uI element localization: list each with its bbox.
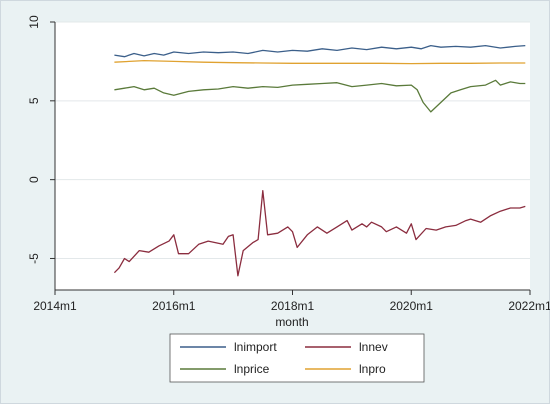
series-line-lnimport (114, 44, 526, 58)
legend-entry-lnimport: lnimport (180, 340, 277, 354)
y-tick-label-3: 10 (27, 15, 41, 29)
x-tick-label-4: 2022m1 (508, 299, 550, 313)
plot-area (55, 22, 530, 290)
series-lines (113, 44, 526, 277)
x-tick-label-2: 2018m1 (271, 299, 315, 313)
axes: -5 0 5 10 2014m1 2016m1 2018m1 2020m1 2022m1 (27, 15, 550, 313)
legend-label-lnnev: lnnev (359, 340, 388, 354)
gridlines (55, 21, 530, 259)
legend-label-lnprice: lnprice (234, 362, 270, 376)
y-tick-label-1: 0 (27, 176, 41, 183)
legend-label-lnimport: lnimport (234, 340, 277, 354)
legend-entry-lnprice: lnprice (180, 362, 270, 376)
series-line-lnnev (113, 190, 526, 277)
x-tick-label-0: 2014m1 (33, 299, 77, 313)
y-tick-label-2: 5 (27, 97, 41, 104)
series-line-lnprice (114, 79, 526, 113)
legend-box (169, 333, 425, 383)
legend-entry-lnpro: lnpro (305, 362, 386, 376)
x-axis-title: month (275, 315, 308, 329)
legend: lnimport lnnev lnprice lnpro (169, 333, 425, 383)
x-tick-label-3: 2020m1 (390, 299, 434, 313)
series-line-lnpro (114, 59, 526, 65)
legend-entry-lnnev: lnnev (305, 340, 388, 354)
y-tick-label-0: -5 (27, 253, 41, 264)
legend-label-lnpro: lnpro (359, 362, 386, 376)
x-tick-label-1: 2016m1 (152, 299, 196, 313)
